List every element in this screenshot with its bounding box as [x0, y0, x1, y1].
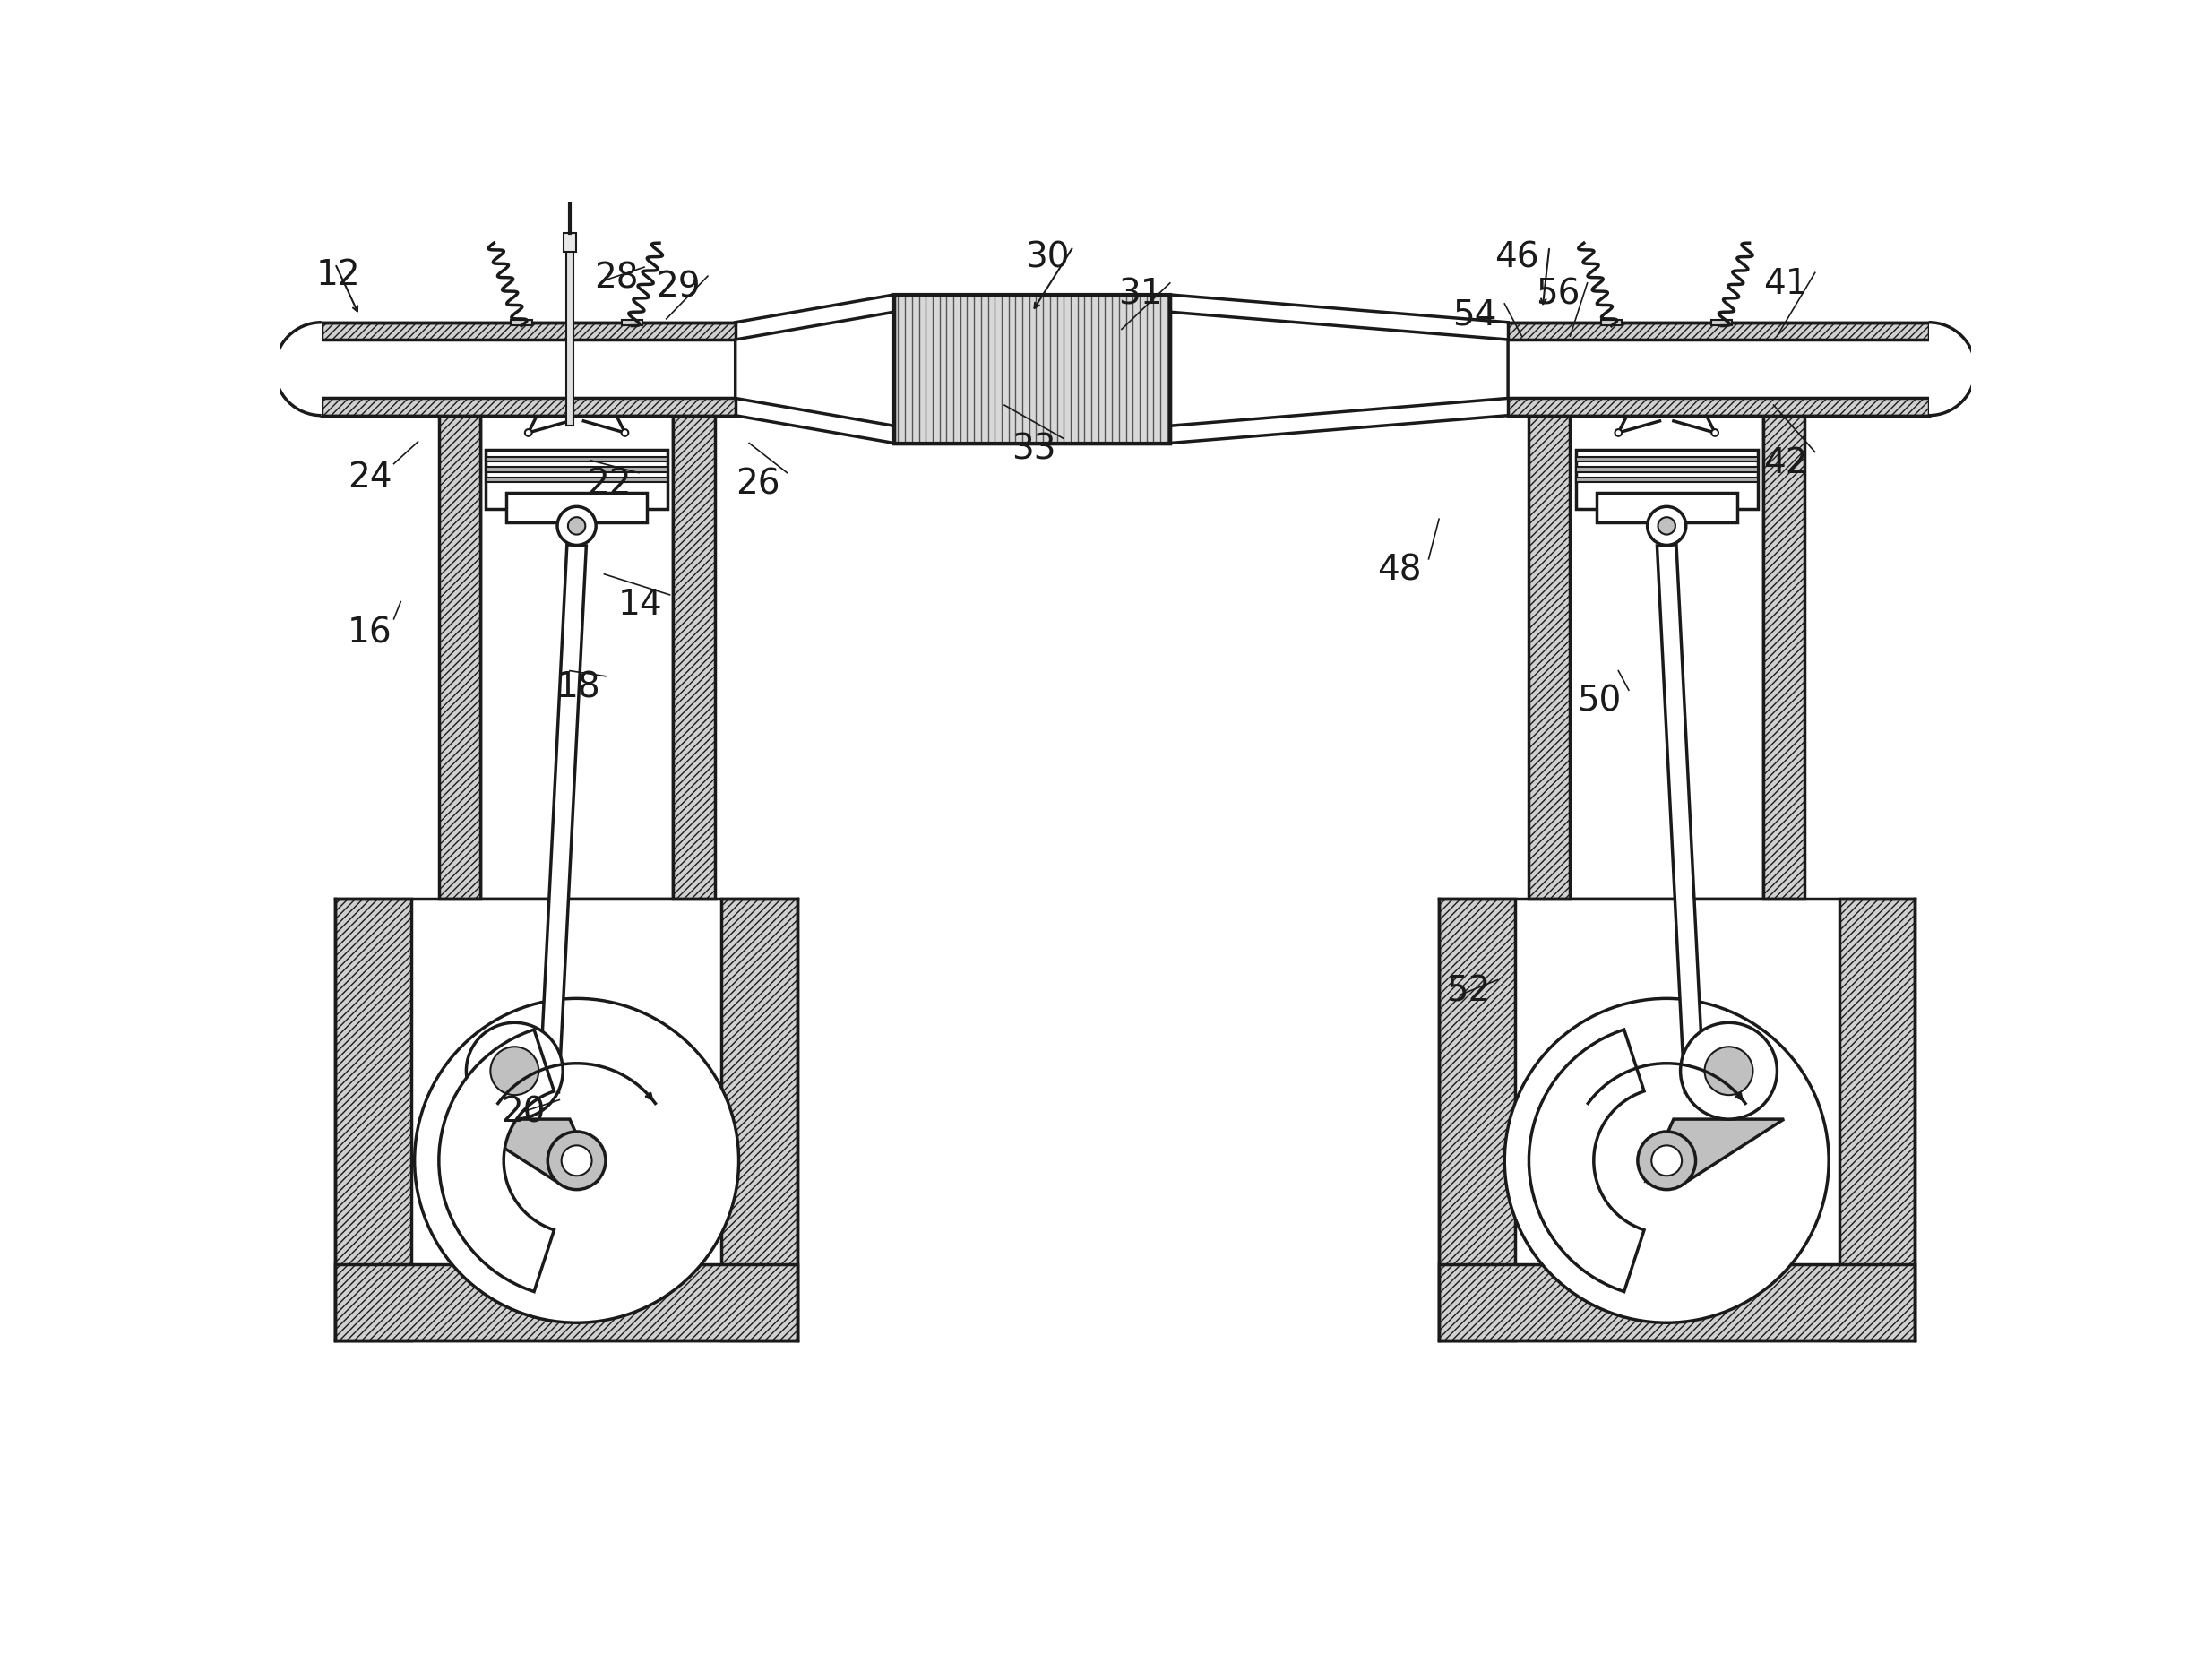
Text: 22: 22: [586, 467, 630, 501]
Text: 42: 42: [1763, 447, 1807, 480]
Text: 54: 54: [1454, 297, 1498, 333]
Bar: [321, 398, 736, 415]
Bar: [1596, 492, 1737, 522]
Bar: [1575, 467, 1757, 472]
Polygon shape: [736, 312, 894, 425]
Polygon shape: [540, 544, 586, 1092]
Bar: [512, 319, 531, 326]
Bar: [439, 415, 481, 899]
Bar: [485, 450, 668, 509]
Bar: [567, 247, 573, 425]
Circle shape: [1704, 1047, 1752, 1095]
Bar: [722, 899, 797, 1341]
Bar: [1509, 323, 1928, 339]
Circle shape: [1638, 1132, 1695, 1189]
Bar: [1570, 415, 1763, 899]
Text: 28: 28: [593, 262, 639, 296]
Text: 41: 41: [1763, 267, 1807, 301]
Polygon shape: [1658, 544, 1704, 1092]
Circle shape: [558, 507, 595, 546]
Bar: [481, 415, 674, 899]
Text: 26: 26: [736, 467, 780, 501]
Bar: [1838, 899, 1915, 1341]
Bar: [1601, 319, 1623, 326]
Text: 31: 31: [1118, 277, 1162, 311]
Circle shape: [1658, 517, 1676, 534]
Circle shape: [547, 1132, 606, 1189]
Circle shape: [1504, 998, 1829, 1322]
Text: 46: 46: [1493, 240, 1539, 276]
Bar: [894, 294, 1170, 444]
Bar: [1509, 398, 1928, 415]
Bar: [1528, 415, 1570, 899]
Text: 56: 56: [1535, 277, 1579, 311]
Circle shape: [1614, 430, 1623, 437]
Circle shape: [490, 1047, 538, 1095]
Circle shape: [1651, 1146, 1682, 1176]
Polygon shape: [459, 1119, 597, 1181]
Text: 16: 16: [347, 615, 393, 650]
Circle shape: [621, 430, 628, 437]
Text: 18: 18: [556, 670, 600, 706]
Bar: [1763, 415, 1805, 899]
Circle shape: [466, 1023, 562, 1119]
Bar: [336, 1263, 797, 1341]
Text: 20: 20: [501, 1095, 545, 1129]
Bar: [485, 467, 668, 472]
Text: 50: 50: [1577, 684, 1621, 719]
Bar: [321, 339, 736, 398]
Circle shape: [1680, 1023, 1777, 1119]
Circle shape: [415, 998, 738, 1322]
Polygon shape: [1528, 1030, 1645, 1292]
Bar: [621, 319, 641, 326]
Text: 33: 33: [1012, 433, 1056, 467]
Bar: [485, 477, 668, 482]
Bar: [1509, 339, 1928, 398]
Bar: [1438, 1263, 1915, 1341]
Text: 14: 14: [617, 588, 663, 622]
Bar: [485, 457, 668, 462]
Bar: [1711, 319, 1733, 326]
Polygon shape: [1647, 1119, 1783, 1181]
Bar: [1575, 477, 1757, 482]
Bar: [674, 415, 714, 899]
Bar: [1575, 457, 1757, 462]
Circle shape: [569, 517, 586, 534]
Text: 52: 52: [1445, 974, 1491, 1008]
Circle shape: [562, 1146, 591, 1176]
Bar: [894, 294, 1170, 444]
Bar: [336, 899, 411, 1341]
Text: 30: 30: [1026, 240, 1069, 276]
Bar: [1575, 450, 1757, 509]
Bar: [1515, 899, 1838, 1263]
Bar: [507, 492, 648, 522]
Text: 24: 24: [347, 460, 391, 494]
Polygon shape: [439, 1030, 553, 1292]
Bar: [411, 899, 722, 1263]
Bar: [1928, 323, 1976, 415]
Bar: [564, 232, 575, 252]
Bar: [274, 323, 321, 415]
Bar: [1438, 899, 1515, 1341]
Circle shape: [525, 430, 531, 437]
Circle shape: [1647, 507, 1687, 546]
Text: 29: 29: [657, 270, 701, 304]
Bar: [321, 323, 736, 339]
Circle shape: [1711, 430, 1719, 437]
Polygon shape: [1170, 312, 1509, 425]
Text: 12: 12: [316, 259, 360, 292]
Text: 48: 48: [1377, 553, 1421, 588]
